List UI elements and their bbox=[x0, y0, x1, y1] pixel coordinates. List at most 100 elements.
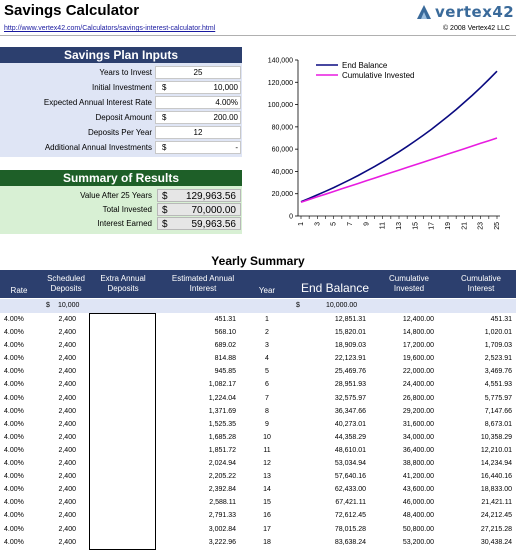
cell-year: 14 bbox=[263, 486, 271, 494]
table-row: 4.00% 2,400 1,851.72 11 48,610.01 36,400.00 12… bbox=[0, 445, 516, 458]
table-row: 4.00% 2,400 3,002.84 17 78,015.28 50,800.00 27… bbox=[0, 524, 516, 537]
header-cumulative-invested: Cumulative Invested bbox=[378, 274, 440, 294]
legend-box bbox=[312, 60, 436, 82]
summary-of-results: Summary of Results Value After 25 Years $… bbox=[0, 170, 242, 234]
cell-end-balance: 22,123.91 bbox=[334, 355, 366, 363]
x-tick-label: 3 bbox=[314, 222, 321, 226]
input-field[interactable] bbox=[155, 111, 241, 124]
y-tick-label: 120,000 bbox=[268, 80, 293, 87]
cell-cumulative-invested: 12,400.00 bbox=[402, 316, 434, 323]
cell-cumulative-interest: 4,551.93 bbox=[484, 381, 512, 389]
inputs-title: Savings Plan Inputs bbox=[0, 47, 242, 63]
cell-annual-interest: 2,791.33 bbox=[208, 512, 236, 520]
header-cumulative-interest: Cumulative Interest bbox=[450, 274, 512, 294]
table-row: 4.00% 2,400 2,588.11 15 67,421.11 46,000.00 21… bbox=[0, 497, 516, 510]
cell-end-balance: 53,034.94 bbox=[334, 460, 366, 468]
cell-rate: 4.00% bbox=[4, 512, 24, 520]
cell-scheduled-deposit: 2,400 bbox=[58, 512, 76, 520]
summary-value: 129,963.56 bbox=[185, 191, 236, 202]
input-row: Expected Annual Interest Rate 4.00% bbox=[0, 95, 242, 110]
cell-end-balance: 48,610.01 bbox=[334, 446, 366, 454]
cell-rate: 4.00% bbox=[4, 316, 24, 323]
input-field[interactable] bbox=[155, 96, 241, 109]
header-year: Year bbox=[258, 286, 276, 295]
summary-body: Value After 25 Years $129,963.56 Total Inv… bbox=[0, 186, 242, 234]
extra-deposits-input-column[interactable] bbox=[89, 313, 156, 550]
cell-end-balance: 36,347.66 bbox=[334, 407, 366, 415]
input-field[interactable] bbox=[155, 141, 241, 154]
input-value[interactable]: - bbox=[235, 143, 238, 152]
header-extra-deposits: Extra Annual Deposits bbox=[92, 274, 154, 294]
input-field[interactable] bbox=[155, 66, 241, 79]
header-scheduled-deposits: Scheduled Deposits bbox=[38, 274, 94, 294]
cell-cumulative-invested: 24,400.00 bbox=[402, 381, 434, 389]
cell-cumulative-interest: 451.31 bbox=[490, 316, 512, 323]
cell-scheduled-deposit: 2,400 bbox=[58, 538, 76, 546]
cell-rate: 4.00% bbox=[4, 486, 24, 494]
header-extra-line2: Deposits bbox=[107, 284, 139, 293]
cell-cumulative-interest: 30,438.24 bbox=[480, 538, 512, 546]
cell-cumulative-invested: 19,600.00 bbox=[402, 355, 434, 363]
cell-year: 12 bbox=[263, 460, 271, 468]
cell-scheduled-deposit: 2,400 bbox=[58, 433, 76, 441]
input-value[interactable]: 10,000 bbox=[213, 83, 238, 92]
input-row: Deposits Per Year 12 bbox=[0, 125, 242, 140]
cell-year: 18 bbox=[263, 538, 271, 546]
cell-cumulative-interest: 1,709.03 bbox=[484, 342, 512, 350]
input-field[interactable] bbox=[155, 81, 241, 94]
x-tick-label: 17 bbox=[429, 222, 436, 230]
x-tick-label: 5 bbox=[331, 222, 338, 226]
table-row: 4.00% 2,400 1,371.69 8 36,347.66 29,200.00 7,1… bbox=[0, 406, 516, 419]
cell-rate: 4.00% bbox=[4, 538, 24, 546]
cell-annual-interest: 1,685.28 bbox=[208, 433, 236, 441]
input-label: Expected Annual Interest Rate bbox=[43, 98, 152, 107]
y-tick-label: 80,000 bbox=[272, 124, 294, 131]
cell-end-balance: 67,421.11 bbox=[335, 499, 366, 507]
cell-year: 5 bbox=[265, 368, 269, 376]
input-value[interactable]: 4.00% bbox=[215, 98, 238, 107]
x-tick-label: 13 bbox=[396, 222, 403, 230]
summary-dollar-sign: $ bbox=[162, 205, 168, 216]
cell-end-balance: 28,951.93 bbox=[334, 381, 366, 389]
header-estimated-interest: Estimated Annual Interest bbox=[160, 274, 246, 294]
cell-cumulative-interest: 5,775.97 bbox=[484, 394, 512, 402]
cell-rate: 4.00% bbox=[4, 329, 24, 337]
cell-year: 1 bbox=[265, 316, 269, 323]
header-scheduled-line2: Deposits bbox=[50, 284, 82, 293]
cell-annual-interest: 3,222.96 bbox=[208, 538, 236, 546]
cell-cumulative-invested: 17,200.00 bbox=[402, 342, 434, 350]
header-cum-interest-line1: Cumulative bbox=[460, 274, 501, 283]
cell-scheduled-deposit: 2,400 bbox=[58, 420, 76, 428]
cell-annual-interest: 1,371.69 bbox=[208, 407, 236, 415]
x-tick-label: 9 bbox=[363, 222, 370, 226]
legend-label: Cumulative Invested bbox=[342, 71, 414, 80]
input-value[interactable]: 12 bbox=[193, 128, 203, 137]
header-end-balance: End Balance bbox=[300, 281, 370, 295]
cell-scheduled-deposit: 2,400 bbox=[58, 473, 76, 481]
cell-annual-interest: 568.10 bbox=[214, 329, 236, 337]
cell-cumulative-invested: 31,600.00 bbox=[402, 420, 434, 428]
cell-cumulative-interest: 12,210.01 bbox=[480, 446, 512, 454]
cell-cumulative-invested: 22,000.00 bbox=[402, 368, 434, 376]
y-tick-label: 140,000 bbox=[268, 58, 293, 65]
cell-scheduled-deposit: 2,400 bbox=[58, 329, 76, 337]
cell-end-balance: 78,015.28 bbox=[334, 525, 366, 533]
cell-rate: 4.00% bbox=[4, 381, 24, 389]
input-field[interactable] bbox=[155, 126, 241, 139]
cell-cumulative-interest: 2,523.91 bbox=[484, 355, 512, 363]
cell-cumulative-interest: 3,469.76 bbox=[484, 368, 512, 376]
initial-dollar-sign: $ bbox=[46, 302, 50, 309]
vertex42-logo[interactable]: vertex42 bbox=[415, 3, 514, 21]
input-value[interactable]: 25 bbox=[193, 68, 203, 77]
header-cum-invested-line2: Invested bbox=[393, 284, 425, 293]
cell-annual-interest: 3,002.84 bbox=[208, 525, 236, 533]
yearly-table-body: 4.00% 2,400 451.31 1 12,851.31 12,400.00 451.3… bbox=[0, 314, 516, 550]
source-link[interactable]: http://www.vertex42.com/Calculators/savi… bbox=[4, 25, 216, 32]
input-row: Additional Annual Investments $ - bbox=[0, 140, 242, 155]
cell-annual-interest: 1,851.72 bbox=[208, 446, 236, 454]
copyright-text: © 2008 Vertex42 LLC bbox=[442, 25, 510, 32]
cell-cumulative-interest: 1,020.01 bbox=[484, 329, 512, 337]
series-line-end-balance bbox=[300, 70, 498, 203]
input-value[interactable]: 200.00 bbox=[213, 113, 238, 122]
cell-year: 8 bbox=[265, 407, 269, 415]
